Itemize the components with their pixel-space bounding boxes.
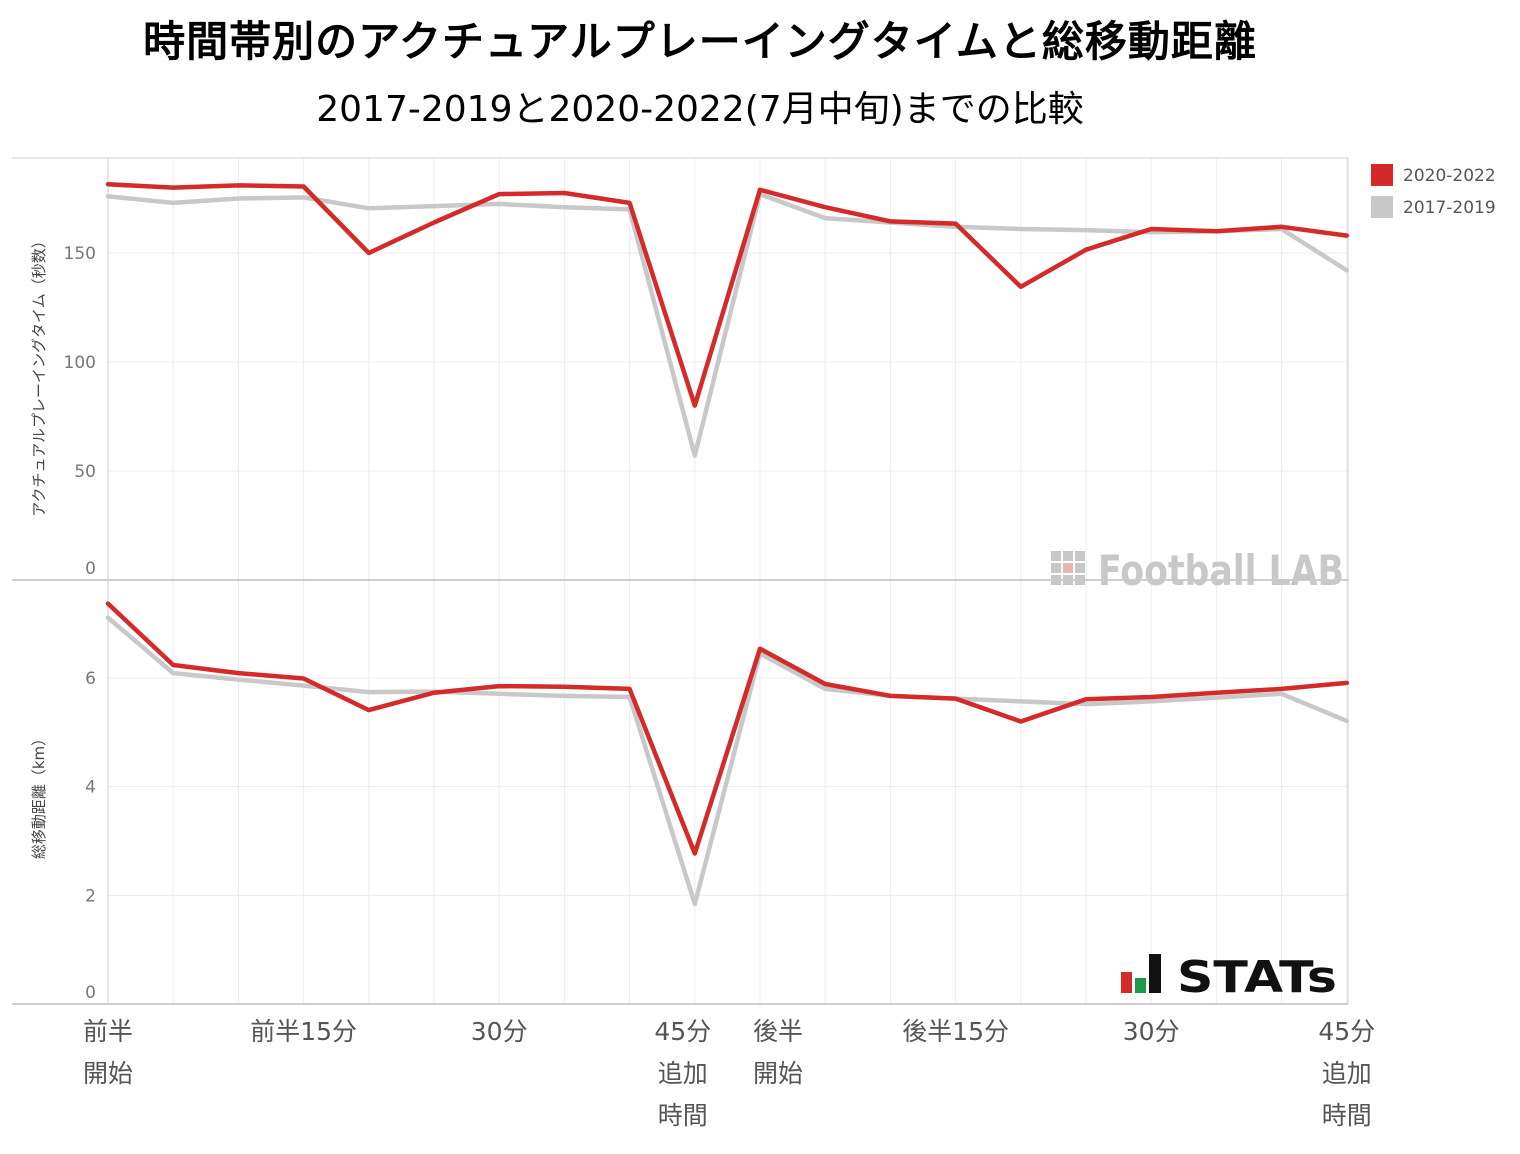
x-tick-label-line: 開始: [753, 1059, 803, 1088]
series-line-2017-2019[interactable]: [105, 615, 1350, 907]
stats-logo-icon: [1121, 954, 1161, 993]
series-line-2020-2022[interactable]: [105, 182, 1350, 408]
y-tick-label: 6: [85, 669, 96, 689]
series-line-2020-2022[interactable]: [105, 601, 1350, 856]
x-tick-label-line: 45分: [1318, 1017, 1375, 1046]
x-tick-label-line: 前半: [83, 1017, 133, 1046]
x-tick-label-line: 追加: [1322, 1059, 1372, 1088]
chart-frame: [12, 157, 1349, 1005]
x-tick-label-line: 前半15分: [250, 1017, 357, 1046]
x-tick-label-line: 後半15分: [902, 1017, 1009, 1046]
y-axis-label-bottom: 総移動距離（km）: [30, 731, 48, 859]
series-line-2017-2019[interactable]: [105, 191, 1350, 458]
x-tick-label-line: 45分: [654, 1017, 711, 1046]
x-tick-label: 30分: [1123, 1017, 1180, 1046]
y-axis-ticks: 0 50 100 150 0 2 4 6: [64, 244, 96, 1003]
football-lab-logo-icon: [1051, 551, 1085, 585]
x-tick-label: 前半開始: [83, 1017, 133, 1088]
x-tick-label: 後半15分: [902, 1017, 1009, 1046]
y-tick-label: 2: [85, 886, 96, 906]
legend-label-2017-2019: 2017-2019: [1403, 198, 1496, 218]
x-tick-label: 前半15分: [250, 1017, 357, 1046]
y-tick-label: 4: [85, 778, 96, 798]
x-tick-label: 45分追加時間: [1318, 1017, 1375, 1130]
x-tick-label: 30分: [471, 1017, 528, 1046]
x-tick-label-line: 追加: [658, 1059, 708, 1088]
legend: 2020-2022 2017-2019: [1371, 164, 1496, 218]
y-axis-label-top: アクチュアルプレーイングタイム（秒数）: [30, 233, 48, 517]
stats-wordmark: STATs: [1177, 952, 1337, 1003]
y-tick-label: 0: [85, 983, 96, 1003]
x-tick-label: 後半開始: [753, 1017, 803, 1088]
x-tick-label-line: 30分: [471, 1017, 528, 1046]
y-tick-label: 50: [74, 462, 96, 482]
legend-label-2020-2022: 2020-2022: [1403, 166, 1496, 186]
series: [105, 182, 1350, 907]
legend-item-2020-2022[interactable]: 2020-2022: [1371, 164, 1496, 186]
y-tick-label: 100: [64, 353, 96, 373]
legend-swatch-2017-2019: [1371, 196, 1393, 218]
x-tick-label: 45分追加時間: [654, 1017, 711, 1130]
legend-swatch-2020-2022: [1371, 164, 1393, 186]
grid: [107, 158, 1348, 1004]
chart-subtitle: 2017-2019と2020-2022(7月中旬)までの比較: [316, 89, 1084, 130]
y-tick-label: 0: [85, 559, 96, 579]
stats-watermark: STATs: [1121, 952, 1337, 1003]
x-tick-label-line: 時間: [1322, 1101, 1372, 1130]
x-tick-label-line: 開始: [83, 1059, 133, 1088]
x-tick-label-line: 後半: [753, 1017, 803, 1046]
x-tick-label-line: 時間: [658, 1101, 708, 1130]
x-tick-label-line: 30分: [1123, 1017, 1180, 1046]
legend-item-2017-2019[interactable]: 2017-2019: [1371, 196, 1496, 218]
chart-title: 時間帯別のアクチュアルプレーイングタイムと総移動距離: [143, 17, 1257, 66]
y-tick-label: 150: [64, 244, 96, 264]
football-lab-text: Football LAB: [1098, 546, 1344, 595]
football-lab-watermark: Football LAB: [1051, 546, 1344, 595]
